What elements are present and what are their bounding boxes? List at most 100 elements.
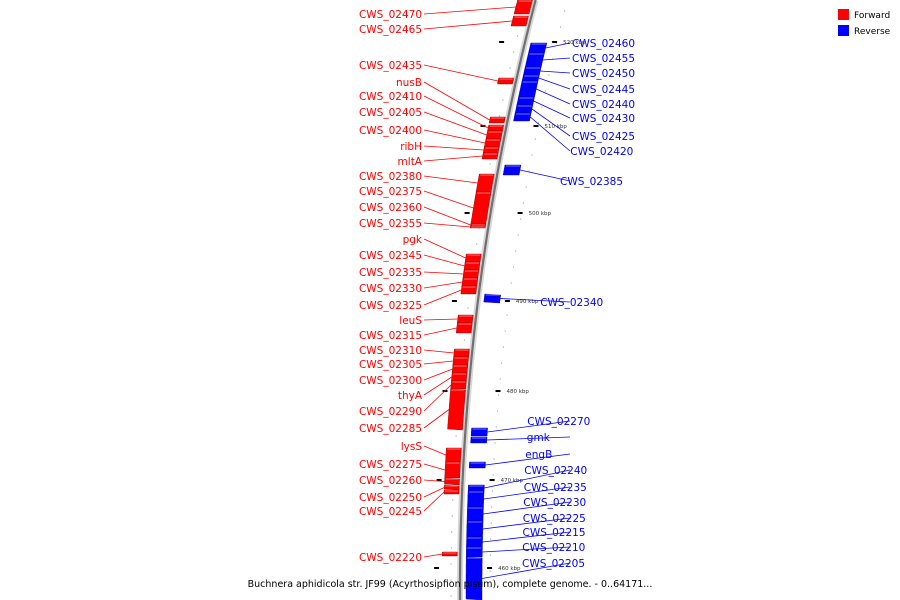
leader-line-cws-02470 <box>423 6 516 15</box>
reverse-gene-cws-02230 <box>466 506 484 522</box>
label-lyss: lysS <box>401 441 423 453</box>
position-dot <box>510 282 512 284</box>
label-pgk: pgk <box>403 234 423 246</box>
label-cws-02455: CWS_02455 <box>572 53 635 65</box>
leader-line-cws-02220 <box>423 553 443 558</box>
leader-line-cws-02435 <box>423 64 499 82</box>
position-dot <box>489 163 491 165</box>
position-dot <box>515 250 517 252</box>
label-cws-02330: CWS_02330 <box>359 283 422 295</box>
position-dot <box>450 579 452 581</box>
tick-mark-inner <box>451 300 457 302</box>
leader-line-leus <box>423 318 458 321</box>
reverse-gene-cws-02440 <box>518 80 539 98</box>
label-cws-02355: CWS_02355 <box>359 218 422 230</box>
leader-line-cws-02235 <box>483 486 571 500</box>
leader-line-cws-02405 <box>423 111 487 136</box>
label-cws-02275: CWS_02275 <box>359 459 422 471</box>
label-cws-02225: CWS_02225 <box>523 513 586 525</box>
position-dot <box>502 99 504 101</box>
position-dot <box>492 474 494 476</box>
leader-line-cws-02355 <box>423 222 471 228</box>
leader-line-cws-02230 <box>483 501 571 515</box>
position-dot <box>534 138 536 140</box>
tick-label: 470 kbp <box>501 478 524 484</box>
position-dot <box>506 314 508 316</box>
position-dot <box>559 26 562 28</box>
position-dot <box>489 586 491 588</box>
position-dot <box>520 218 522 220</box>
forward-gene-cws-02260 <box>444 477 460 486</box>
leader-line-cws-02400 <box>423 129 486 144</box>
label-cws-02260: CWS_02260 <box>359 475 422 487</box>
leader-line-cws-02420 <box>530 116 571 152</box>
label-cws-02465: CWS_02465 <box>359 24 422 36</box>
label-cws-02285: CWS_02285 <box>359 423 422 435</box>
position-dot <box>455 435 457 437</box>
genome-caption: Buchnera aphidicola str. JF99 (Acyrthosi… <box>248 579 653 590</box>
position-dot <box>499 378 501 380</box>
label-cws-02435: CWS_02435 <box>359 60 422 72</box>
scale-ticks: 520 kbp 510 kbp 500 kbp 490 kbp 480 kbp 470 k… <box>434 40 586 572</box>
tick-mark-inner <box>480 125 486 127</box>
position-dot <box>498 394 500 396</box>
leader-line-cws-02455 <box>542 57 571 61</box>
leader-line-cws-02260 <box>423 479 445 482</box>
position-dot <box>491 490 493 492</box>
forward-gene-cws-02465 <box>510 15 529 27</box>
forward-gene-cws-02325 <box>460 285 478 295</box>
label-cws-02215: CWS_02215 <box>523 527 586 539</box>
tick-mark-inner <box>499 41 505 43</box>
label-cws-02220: CWS_02220 <box>359 552 422 564</box>
position-dot <box>450 547 452 549</box>
label-cws-02245: CWS_02245 <box>359 506 422 518</box>
genome-backbone <box>450 0 566 600</box>
reverse-gene-gmk <box>470 436 488 444</box>
leader-line-cws-02385 <box>519 169 571 182</box>
label-cws-02235: CWS_02235 <box>524 482 587 494</box>
forward-gene-cws-02315 <box>455 322 473 334</box>
leader-line-cws-02310 <box>423 349 455 354</box>
position-dot <box>491 506 493 508</box>
position-dot <box>498 115 501 117</box>
position-dot <box>509 67 511 69</box>
leader-line-cws-02375 <box>423 190 474 209</box>
position-dot <box>501 362 503 364</box>
tick-label: 500 kbp <box>529 211 552 217</box>
leader-line-cws-02315 <box>423 327 457 336</box>
leader-line-cws-02460 <box>545 42 571 49</box>
leader-line-cws-02425 <box>531 108 571 137</box>
tick-mark <box>552 41 558 43</box>
position-dot <box>544 90 547 92</box>
leader-line-cws-02275 <box>423 463 446 471</box>
reverse-gene-cws-02455 <box>524 52 545 68</box>
label-cws-02450: CWS_02450 <box>572 68 635 80</box>
leader-line-mlta <box>423 155 483 162</box>
leader-line-cws-02325 <box>423 289 462 306</box>
leader-line-pgk <box>423 238 466 259</box>
label-cws-02445: CWS_02445 <box>572 84 635 96</box>
position-dot <box>490 522 492 524</box>
leader-line-nusb <box>423 81 490 121</box>
position-dot <box>548 74 550 76</box>
reverse-gene-cws-02210 <box>465 546 483 558</box>
leader-line-cws-02410 <box>423 95 489 129</box>
reverse-gene-cws-02340 <box>483 293 501 304</box>
label-cws-02210: CWS_02210 <box>522 542 585 554</box>
tick-mark-inner <box>434 567 440 569</box>
tick-mark <box>517 212 523 214</box>
label-cws-02270: CWS_02270 <box>527 416 590 428</box>
label-cws-02470: CWS_02470 <box>359 9 422 21</box>
position-dot <box>476 243 478 245</box>
tick-mark <box>495 390 501 392</box>
forward-gene-lyss <box>445 447 462 463</box>
reverse-gene-cws-02225 <box>466 520 484 538</box>
leader-line-thya <box>423 376 452 396</box>
label-cws-02240: CWS_02240 <box>524 465 587 477</box>
tick-mark-inner <box>436 479 442 481</box>
position-dot <box>489 570 491 572</box>
leader-line-cws-02430 <box>533 100 571 119</box>
position-dot <box>564 10 566 12</box>
label-cws-02405: CWS_02405 <box>359 107 422 119</box>
forward-gene-track: CWS_02470 CWS_02465 CWS_02435 nusB CWS_02410… <box>359 0 533 564</box>
